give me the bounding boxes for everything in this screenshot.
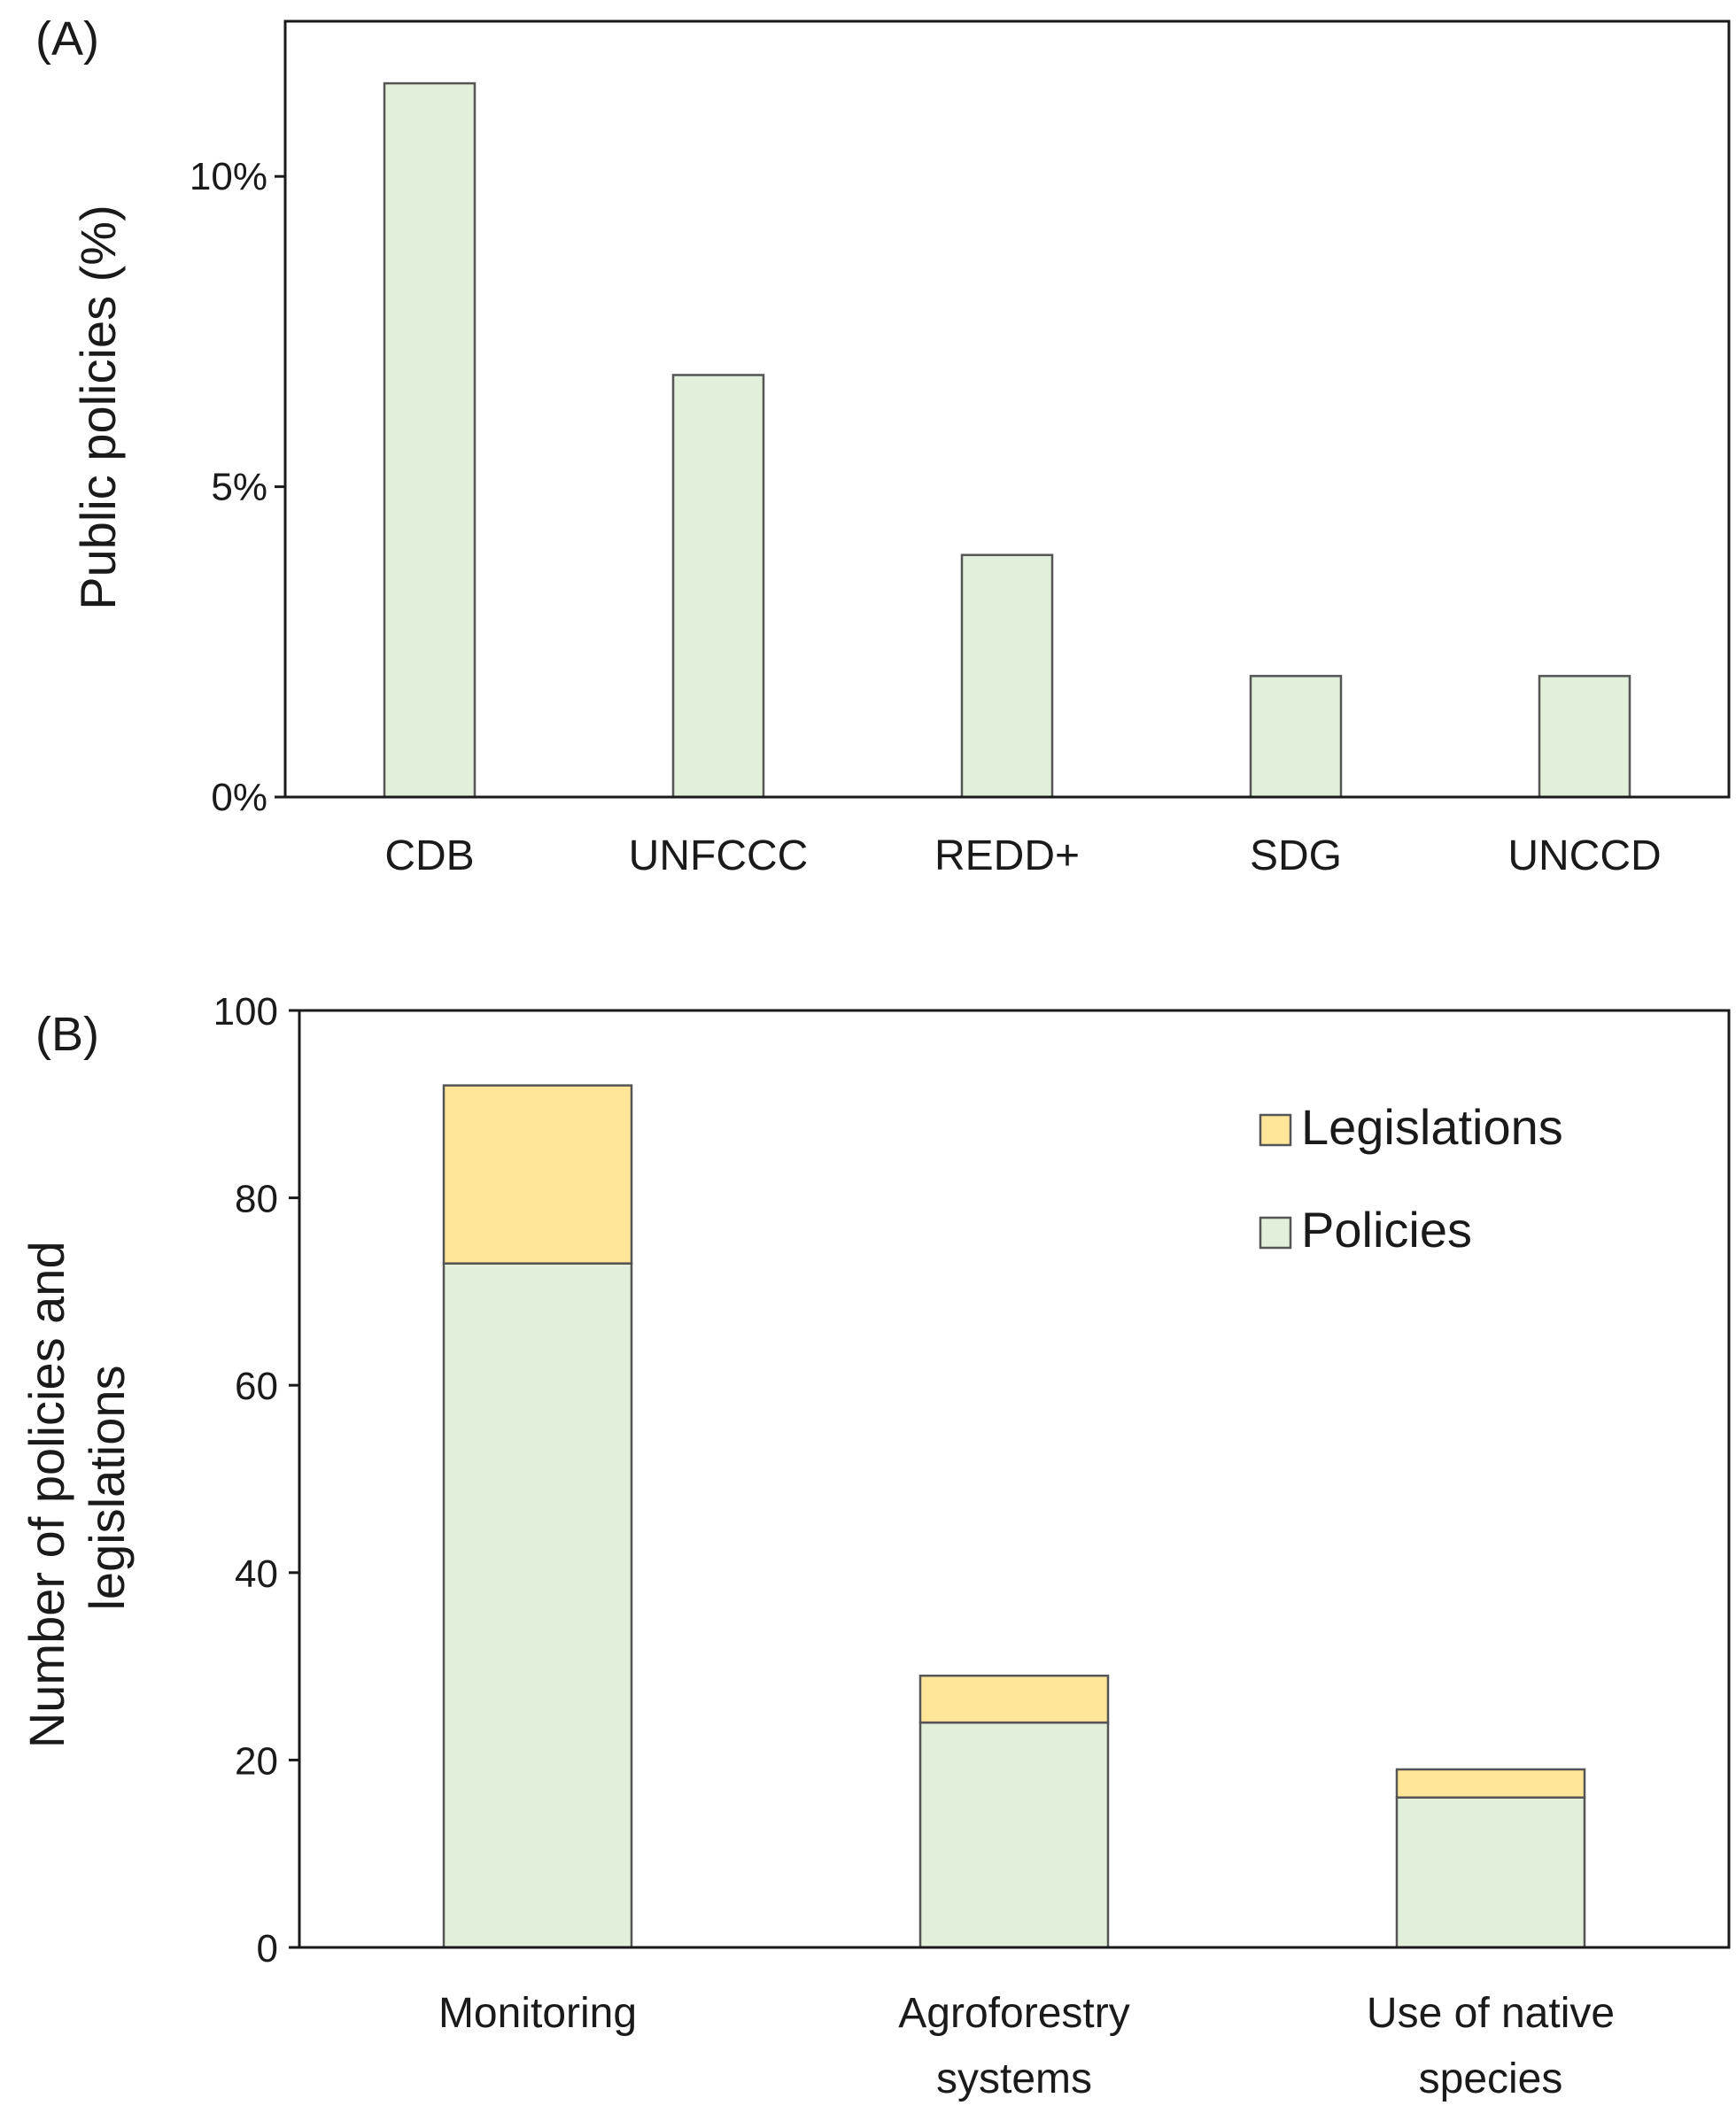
- category-label-cdb: CDB: [384, 832, 474, 879]
- panel-a-label: (A): [35, 12, 99, 66]
- y-tick-label: 100: [213, 990, 278, 1033]
- panel-b-category-labels: Monitoring Agroforestry systems Use of nati…: [438, 1990, 1615, 2102]
- bar-sdg: [1249, 675, 1343, 799]
- y-tick-label: 40: [235, 1552, 278, 1596]
- panel-b-y-axis-title: Number of policies and legislations: [19, 1227, 135, 1748]
- category-label-unccd: UNCCD: [1507, 832, 1661, 879]
- panel-b-legend: Legislations Policies: [1259, 1099, 1563, 1258]
- bar-monitoring-legislations: [442, 1084, 633, 1265]
- y-tick-label: 0: [257, 1927, 278, 1970]
- bar-use-of-native-species-policies: [1395, 1796, 1586, 1949]
- y-tick-label: 80: [235, 1178, 278, 1221]
- bar-monitoring-policies: [442, 1262, 633, 1949]
- category-label-unfccc: UNFCCC: [629, 832, 809, 879]
- panel-a-chart: (A) Public policies (%) 0% 5% 10% CDB UNFCC…: [35, 12, 1731, 879]
- bar-agroforestry-systems-legislations: [918, 1674, 1110, 1724]
- y-tick-label: 20: [235, 1739, 278, 1783]
- panel-a-y-ticks: 0% 5% 10%: [190, 155, 285, 819]
- y-tick-label: 10%: [190, 155, 267, 198]
- legend-label-policies: Policies: [1301, 1202, 1472, 1258]
- panel-b-y-axis-title-line-2: legislations: [79, 1365, 135, 1610]
- category-label-use-of-native-species: Use of native species: [1367, 1990, 1615, 2102]
- category-label-agroforestry-systems: Agroforestry systems: [898, 1990, 1129, 2102]
- bar-cdb: [383, 81, 477, 799]
- panel-b-label: (B): [35, 1008, 99, 1061]
- panel-b-bars: [442, 1084, 1586, 1949]
- y-tick-label: 60: [235, 1365, 278, 1408]
- bar-unccd: [1538, 675, 1631, 799]
- y-tick-label: 0%: [211, 776, 267, 819]
- bar-unfccc: [671, 374, 765, 799]
- panel-b-chart: (B) Number of policies and legislations …: [19, 990, 1731, 2102]
- y-tick-label: 5%: [211, 466, 267, 509]
- category-label-sdg: SDG: [1250, 832, 1342, 879]
- panel-a-bars: [383, 81, 1631, 799]
- bar-agroforestry-systems-policies: [918, 1721, 1110, 1949]
- legend-swatch-policies: [1259, 1216, 1292, 1250]
- panel-b-y-axis-title-line-1: Number of policies and: [19, 1241, 74, 1748]
- legend-swatch-legislations: [1259, 1113, 1292, 1147]
- panel-b-plot-frame: [298, 1009, 1731, 1949]
- bar-use-of-native-species-legislations: [1395, 1768, 1586, 1799]
- panel-a-category-labels: CDB UNFCCC REDD+ SDG UNCCD: [384, 832, 1661, 879]
- category-label-redd: REDD+: [934, 832, 1080, 879]
- legend-label-legislations: Legislations: [1301, 1099, 1563, 1155]
- category-label-monitoring: Monitoring: [438, 1990, 637, 2037]
- panel-b-y-ticks: 0 20 40 60 80 100: [213, 990, 299, 1970]
- panel-a-plot-frame: [283, 19, 1731, 799]
- bar-redd: [960, 553, 1054, 799]
- panel-a-y-axis-title: Public policies (%): [70, 205, 126, 610]
